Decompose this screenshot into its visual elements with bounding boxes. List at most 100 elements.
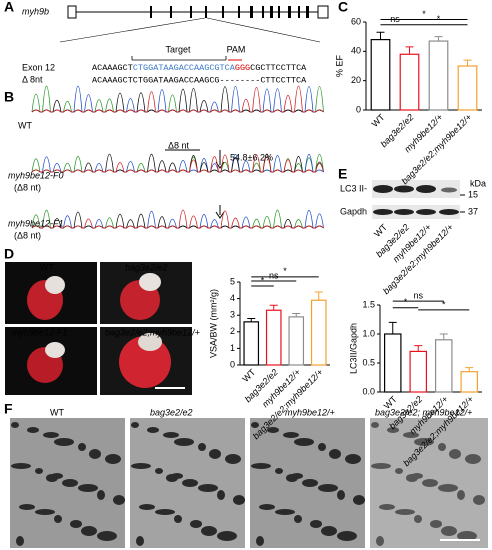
photo-label: myh9be12-F1 [12,327,68,337]
em-texture [51,473,63,479]
em-texture [457,531,477,541]
photo-label: WT [40,262,54,272]
y-tick-label: 20 [351,75,361,85]
em-texture [155,509,175,515]
em-texture [337,490,345,500]
em-texture [70,520,82,528]
wt-label: WT [18,120,32,130]
chromatogram-trace [31,85,324,113]
em-texture [209,449,221,459]
deletion-label: Δ8 nt [168,140,190,150]
em-texture [54,438,74,446]
panel-letter: E [338,166,347,182]
em-texture [43,432,59,438]
chromatogram-trace [31,209,324,229]
em-texture [267,427,279,433]
em-texture [294,438,314,446]
em-texture [371,463,391,469]
sequence-segment: CTGGATAAGACCAAGCGTCA [133,63,236,73]
photo-label: bag3e2/e2 [125,262,168,272]
em-texture [371,422,379,428]
error-bar [405,46,414,55]
em-texture [376,536,384,546]
em-texture [217,490,225,500]
em-texture [198,484,218,492]
em-texture [131,463,151,469]
em-texture [105,454,121,464]
em-texture [259,504,275,510]
em-texture [62,479,78,487]
em-texture [465,454,481,464]
bar [383,333,402,393]
em-texture [337,531,357,541]
kda-marker: 37 [468,206,478,216]
em-texture [81,526,97,536]
f1-label: myh9be12-F1 [8,218,64,228]
em-texture [155,468,163,474]
y-axis-label: LC3II/Gapdh [348,323,358,374]
em-texture [310,520,322,528]
bar [370,38,391,111]
em-texture [395,468,403,474]
em-texture [225,454,241,464]
f0-note: (Δ8 nt) [14,182,41,192]
em-texture [291,473,303,479]
chromatogram-trace [31,153,324,173]
em-texture [395,509,415,515]
panel-letter: B [4,89,14,105]
x-tick-label: WT [240,367,257,384]
em-texture [275,509,295,515]
em-texture [251,463,271,469]
chromatogram-trace [31,154,324,173]
error-bar [465,367,474,372]
em-texture [441,526,457,536]
error-bar [434,36,443,42]
error-bar [269,304,278,311]
y-axis-label: % EF [334,55,344,78]
em-texture [251,422,259,428]
bar [243,321,260,366]
y-tick-label: 1.5 [362,299,375,309]
y-tick-label: 4 [230,293,235,303]
em-texture [35,509,55,515]
y-tick-label: 60 [351,16,361,26]
em-texture [411,473,423,479]
error-bar [314,291,323,301]
em-texture [190,520,202,528]
target-label: Target [165,44,191,54]
em-texture [329,449,341,459]
error-bar [388,321,397,334]
em-texture [136,536,144,546]
y-tick-label: 1 [230,343,235,353]
sequence-segment: ACAAAGCT [92,63,133,73]
significance-label: * [437,14,441,24]
chromatogram-trace [31,85,324,113]
significance-label: * [261,275,265,285]
f1-note: (Δ8 nt) [14,230,41,240]
layout [5,5,488,548]
em-label: myh9be12/+ [285,407,335,417]
exon-label: Exon 12 [22,62,55,72]
em-texture [457,490,465,500]
em-texture [275,468,283,474]
y-tick-label: 5 [230,276,235,286]
em-texture [318,443,326,451]
gene-name: myh9b [22,6,49,16]
em-texture [414,438,434,446]
kda-marker: 15 [468,189,478,199]
y-tick-label: 3 [230,310,235,320]
em-texture [430,520,442,528]
em-texture [163,432,179,438]
em-texture [54,515,62,523]
em-texture [89,449,101,459]
em-texture [403,432,419,438]
error-bar [292,313,301,317]
sequence-segment: CGCTTCCTTCA [250,63,307,73]
em-texture [414,515,422,523]
frequency-label: 54.8±6.2% [230,152,273,162]
lane-label: WT [372,222,389,239]
em-texture [217,531,237,541]
significance-label: * [442,299,446,309]
significance-label: ns [269,270,279,280]
